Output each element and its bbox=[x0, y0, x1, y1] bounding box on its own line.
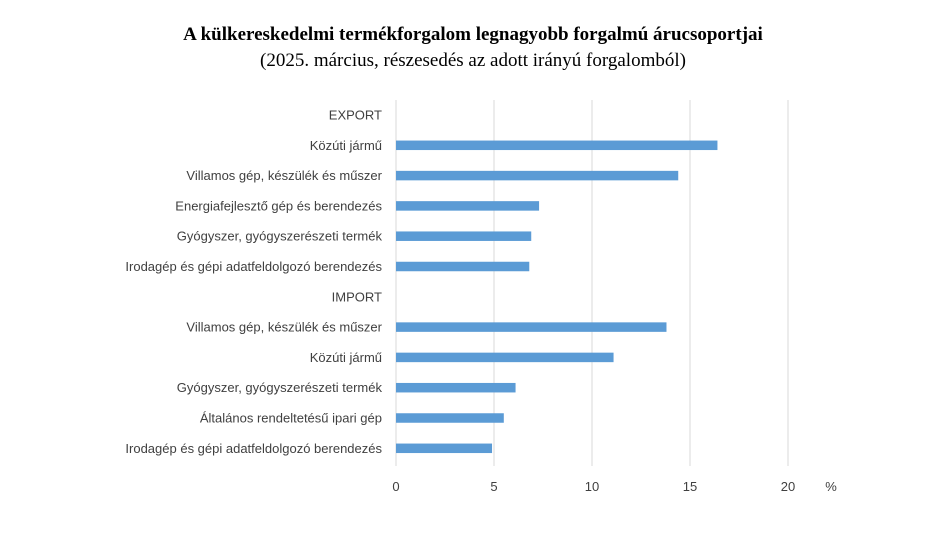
category-label: Közúti jármű bbox=[310, 138, 382, 153]
category-labels: EXPORT Közúti jármű Villamos gép, készülék… bbox=[125, 108, 382, 456]
gridlines bbox=[395, 100, 789, 466]
x-tick-label: 0 bbox=[392, 479, 399, 494]
category-label: Általános rendeltetésű ipari gép bbox=[200, 411, 382, 426]
category-label: Villamos gép, készülék és műszer bbox=[186, 168, 382, 183]
bars bbox=[396, 140, 718, 454]
category-label: Irodagép és gépi adatfeldolgozó berendez… bbox=[125, 441, 382, 456]
bar bbox=[396, 352, 614, 363]
x-tick-label: 10 bbox=[585, 479, 599, 494]
category-label: Gyógyszer, gyógyszerészeti termék bbox=[177, 229, 383, 244]
chart-subtitle: (2025. március, részesedés az adott irán… bbox=[260, 50, 686, 71]
bar bbox=[396, 201, 540, 211]
category-label: Gyógyszer, gyógyszerészeti termék bbox=[177, 380, 383, 395]
x-tick-label: 20 bbox=[781, 479, 795, 494]
x-tick-labels: 0 5 10 15 20 bbox=[392, 479, 795, 494]
category-label: EXPORT bbox=[329, 108, 382, 123]
category-label: Közúti jármű bbox=[310, 350, 382, 365]
bar bbox=[396, 140, 718, 151]
chart-title: A külkereskedelmi termékforgalom legnagy… bbox=[183, 24, 763, 45]
bar bbox=[396, 231, 532, 241]
bar bbox=[396, 322, 667, 332]
category-label: IMPORT bbox=[332, 289, 382, 304]
category-label: Villamos gép, készülék és műszer bbox=[186, 320, 382, 335]
bar bbox=[396, 443, 493, 454]
x-tick-label: 5 bbox=[490, 479, 497, 494]
x-axis-unit-label: % bbox=[825, 479, 837, 494]
bar bbox=[396, 382, 516, 393]
category-label: Irodagép és gépi adatfeldolgozó berendez… bbox=[125, 259, 382, 274]
category-label: Energiafejlesztő gép és berendezés bbox=[175, 198, 382, 213]
bar bbox=[396, 413, 504, 423]
bar bbox=[396, 261, 530, 272]
bar bbox=[396, 170, 679, 181]
x-tick-label: 15 bbox=[683, 479, 697, 494]
